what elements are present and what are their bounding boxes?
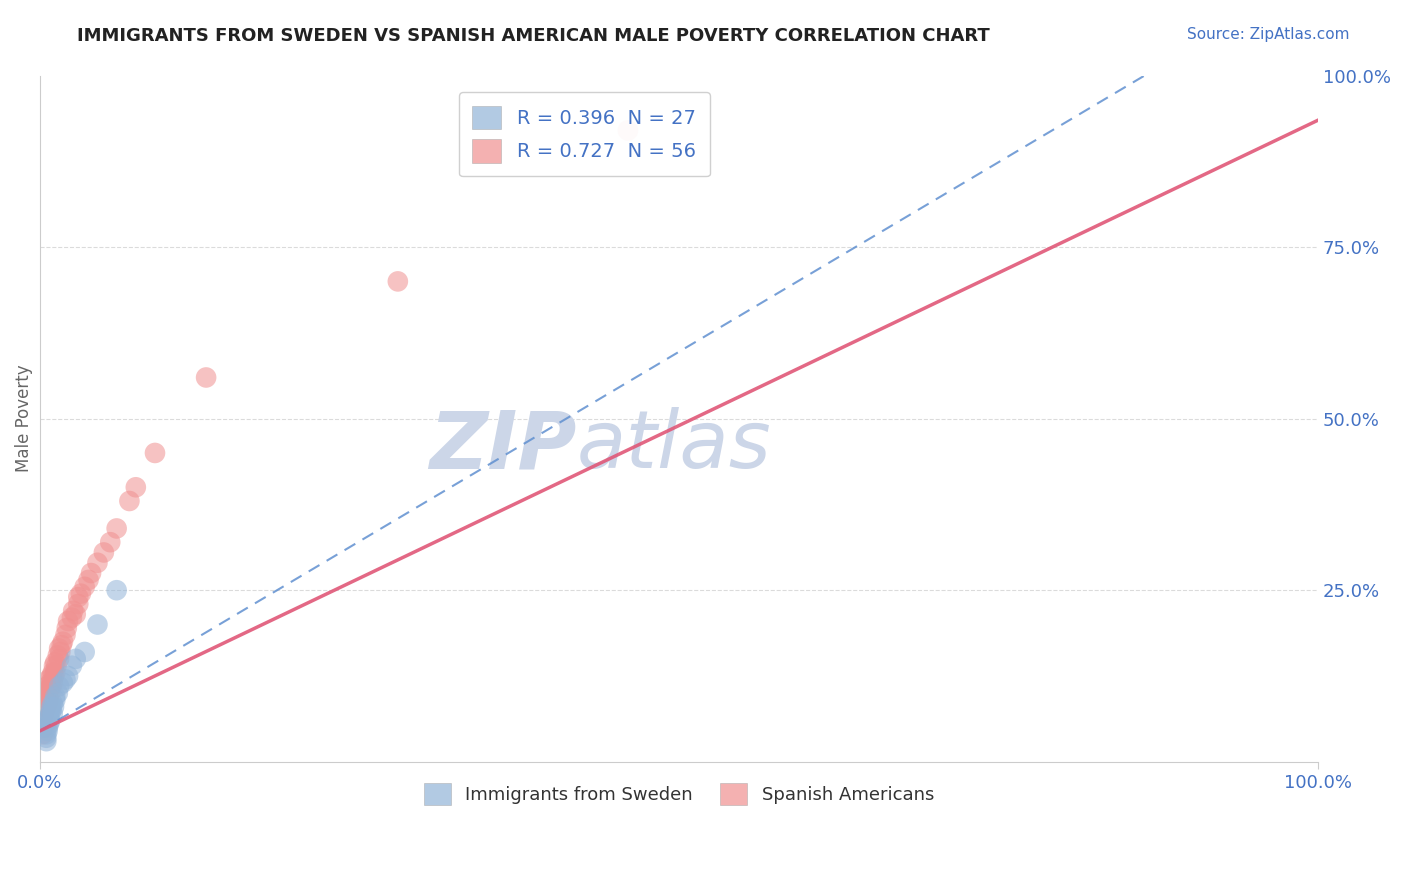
Point [31,714,53,728]
Text: atlas: atlas [576,407,772,485]
Legend: Immigrants from Sweden, Spanish Americans: Immigrants from Sweden, Spanish American… [415,774,943,814]
Point [35,734,58,748]
Point [105,583,128,598]
Point [60,658,83,673]
Point [35,731,58,745]
Point [34,714,56,728]
Point [42,697,65,711]
Text: Source: ZipAtlas.com: Source: ZipAtlas.com [1187,27,1350,42]
Point [86,617,108,632]
Point [77,573,100,587]
Point [195,370,218,384]
Point [41,669,63,683]
Point [105,521,128,535]
Point [46,648,69,663]
Point [42,706,65,721]
Text: IMMIGRANTS FROM SWEDEN VS SPANISH AMERICAN MALE POVERTY CORRELATION CHART: IMMIGRANTS FROM SWEDEN VS SPANISH AMERIC… [77,27,990,45]
Point [39,686,62,700]
Point [37,679,59,693]
Point [39,714,62,728]
Point [32,721,55,735]
Point [125,480,148,494]
Point [51,638,73,652]
Point [62,604,84,618]
Point [38,682,60,697]
Point [86,556,108,570]
Point [42,699,65,714]
Point [44,655,66,669]
Point [49,645,72,659]
Point [37,682,59,697]
Point [48,679,70,693]
Point [56,669,79,683]
Point [35,690,58,704]
Point [42,658,65,673]
Point [34,693,56,707]
Point [44,693,66,707]
Point [42,665,65,680]
Point [37,697,59,711]
Point [38,717,60,731]
Point [39,706,62,721]
Point [70,587,93,601]
Point [52,676,75,690]
Point [46,686,69,700]
Point [35,699,58,714]
Text: ZIP: ZIP [429,407,576,485]
Y-axis label: Male Poverty: Male Poverty [15,365,32,473]
Point [38,710,60,724]
Point [60,610,83,624]
Point [45,658,67,673]
Point [56,621,79,635]
Point [41,679,63,693]
Point [67,597,90,611]
Point [31,727,53,741]
Point [35,727,58,741]
Point [118,494,141,508]
Point [32,706,55,721]
Point [73,580,96,594]
Point [143,446,166,460]
Point [38,673,60,687]
Point [37,714,59,728]
Point [44,690,66,704]
Point [48,652,70,666]
Point [73,645,96,659]
Point [80,566,103,580]
Point [42,676,65,690]
Point [56,614,79,628]
Point [55,628,77,642]
Point [34,703,56,717]
Point [387,274,409,288]
Point [67,590,90,604]
Point [55,673,77,687]
Point [617,123,640,137]
Point [42,669,65,683]
Point [93,545,115,559]
Point [32,699,55,714]
Point [52,634,75,648]
Point [48,641,70,656]
Point [35,686,58,700]
Point [37,723,59,738]
Point [38,693,60,707]
Point [41,699,63,714]
Point [65,652,87,666]
Point [39,676,62,690]
Point [44,665,66,680]
Point [98,535,121,549]
Point [37,721,59,735]
Point [65,607,87,622]
Point [41,703,63,717]
